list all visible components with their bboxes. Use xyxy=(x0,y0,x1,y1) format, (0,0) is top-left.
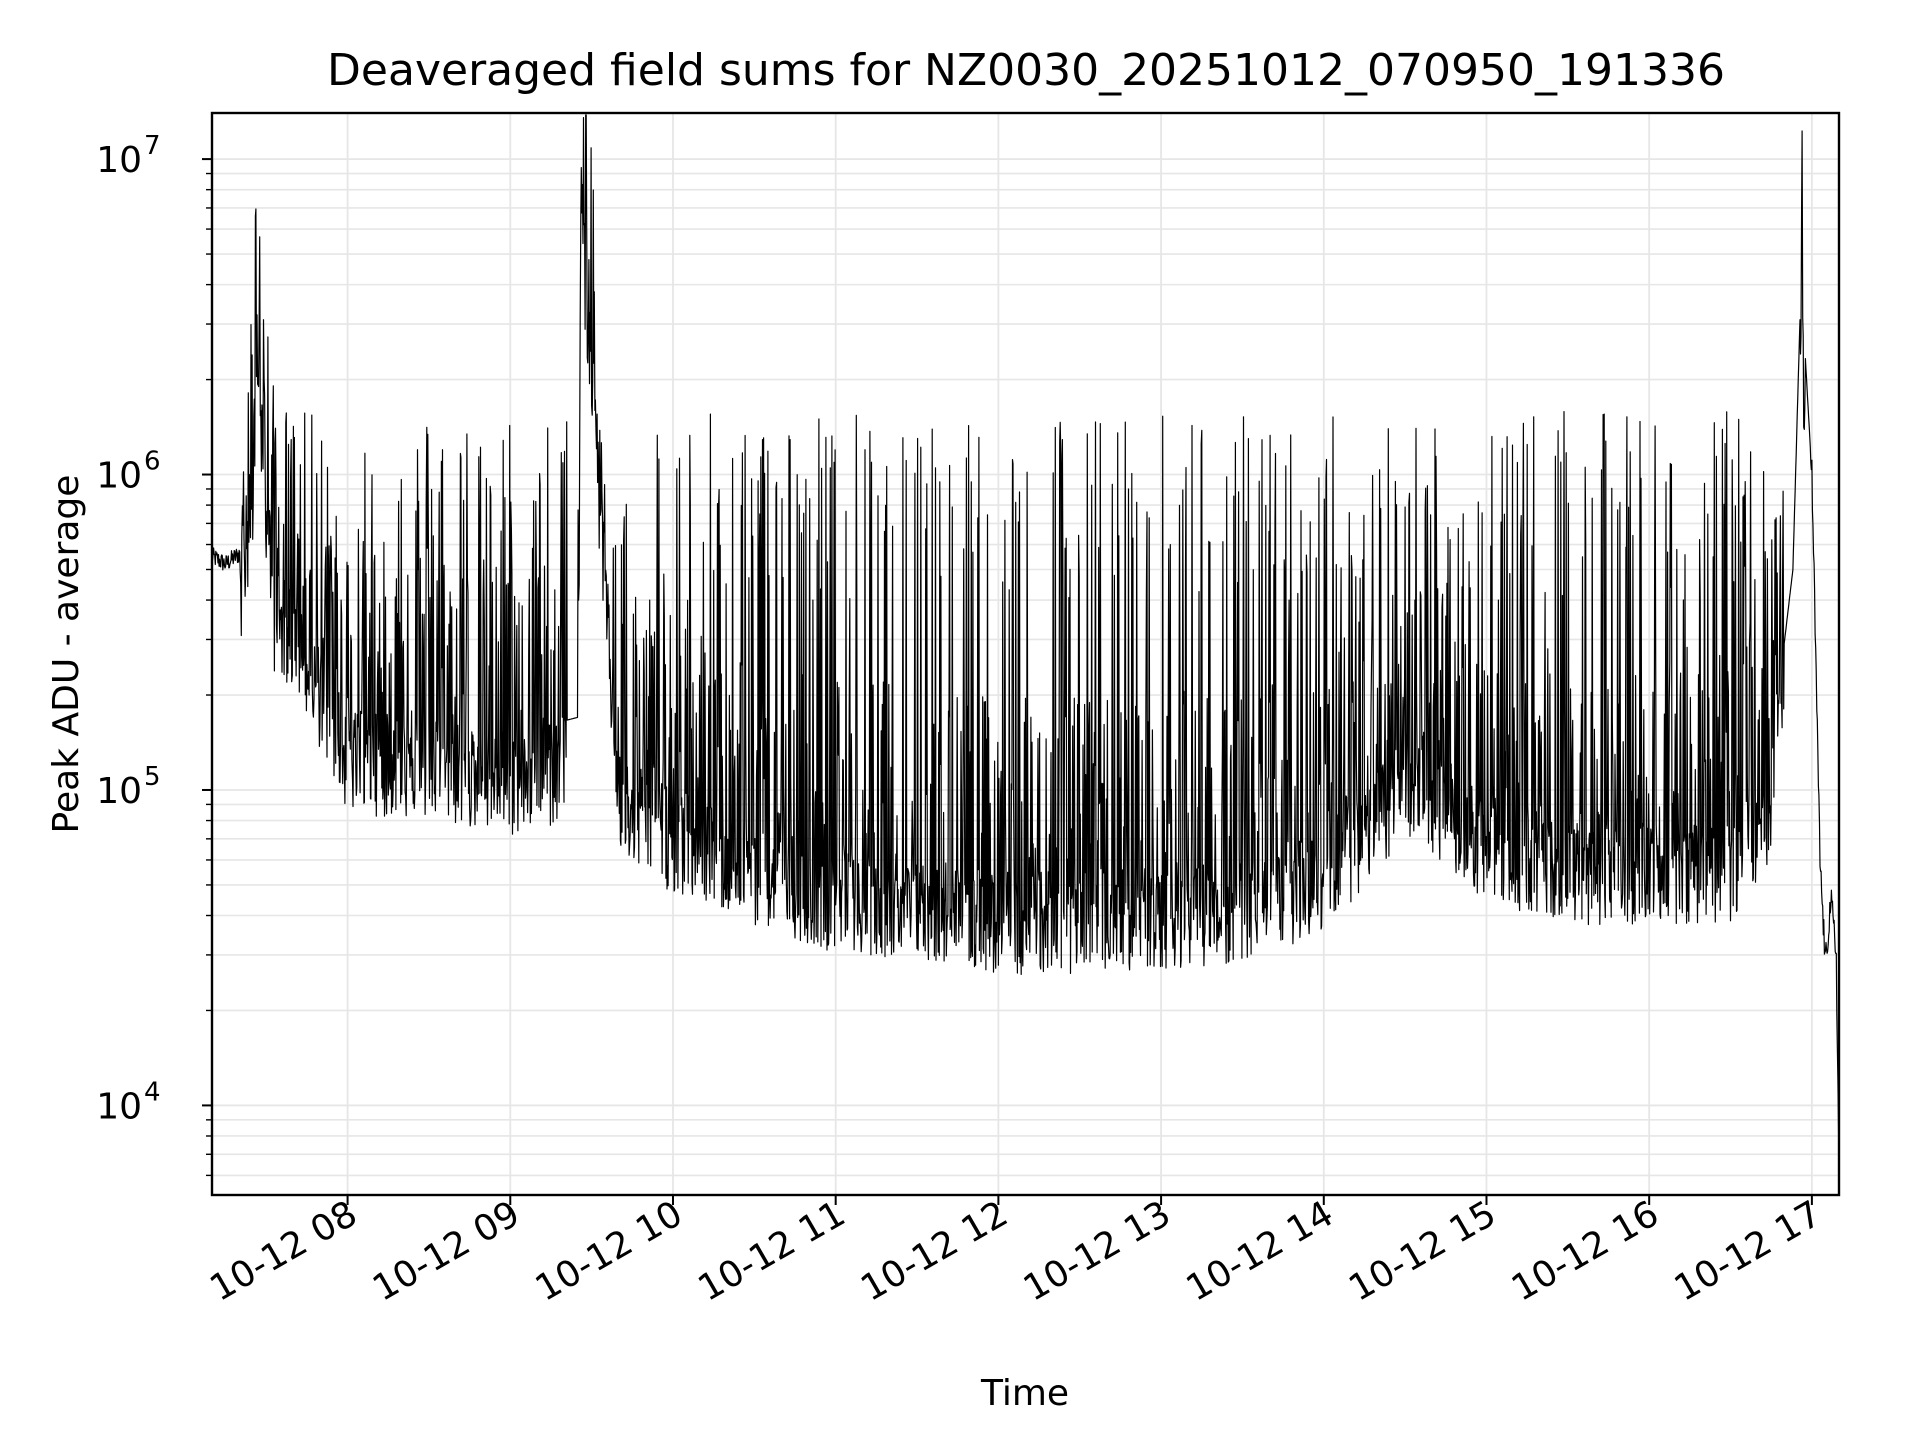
y-tick-label: 10 7 xyxy=(96,131,160,181)
y-tick-base: 10 xyxy=(96,140,142,181)
y-tick-label: 10 4 xyxy=(96,1077,160,1127)
x-axis-label: Time xyxy=(980,1373,1069,1414)
y-tick-exponent: 6 xyxy=(144,447,161,477)
x-tick-label: 10-12 08 xyxy=(203,1193,364,1309)
x-tick-label: 10-12 12 xyxy=(854,1193,1015,1309)
x-tick-label: 10-12 14 xyxy=(1180,1193,1341,1309)
plot-area xyxy=(211,114,1840,1174)
y-tick-exponent: 5 xyxy=(144,762,161,792)
x-tick-label: 10-12 16 xyxy=(1505,1193,1666,1309)
plot-frame xyxy=(210,111,1841,1197)
y-tick-exponent: 7 xyxy=(144,131,161,161)
x-tick-label: 10-12 10 xyxy=(529,1193,690,1309)
y-tick-label: 10 6 xyxy=(96,447,160,497)
y-axis-label: Peak ADU - average xyxy=(46,475,87,834)
x-tick-label: 10-12 11 xyxy=(692,1193,853,1309)
y-tick-base: 10 xyxy=(96,1086,142,1127)
x-tick-label: 10-12 13 xyxy=(1017,1193,1178,1309)
x-tick-label: 10-12 15 xyxy=(1342,1193,1503,1309)
y-tick-label: 10 5 xyxy=(96,762,160,812)
y-tick-base: 10 xyxy=(96,456,142,497)
x-tick-label: 10-12 17 xyxy=(1668,1193,1829,1309)
chart-title: Deaveraged field sums for NZ0030_2025101… xyxy=(327,45,1725,96)
y-tick-exponent: 4 xyxy=(144,1077,161,1107)
y-tick-base: 10 xyxy=(96,771,142,812)
series-line xyxy=(211,114,1840,1174)
x-tick-label: 10-12 09 xyxy=(366,1193,527,1309)
